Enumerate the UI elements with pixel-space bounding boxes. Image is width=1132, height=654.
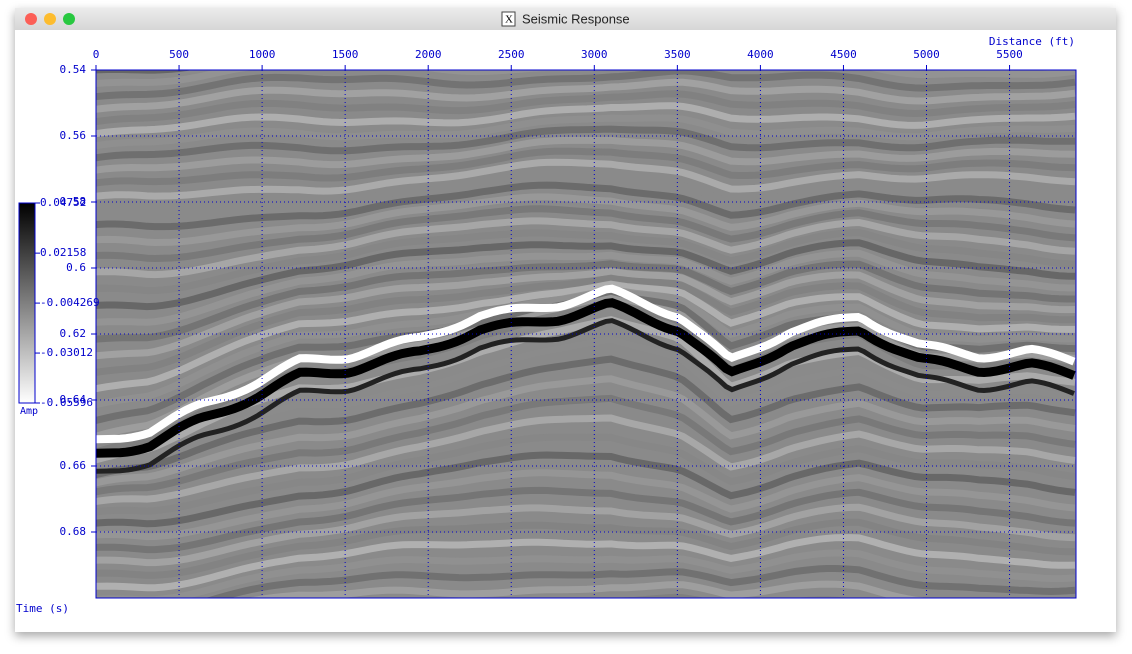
y-tick-label: 0.6 <box>66 261 86 274</box>
plot-frame <box>95 69 1077 599</box>
texture-band <box>96 274 1076 376</box>
texture-band <box>96 90 1076 126</box>
minimize-button[interactable] <box>44 13 56 25</box>
x-tick-label: 1500 <box>332 48 359 61</box>
texture-horizon <box>96 284 1076 444</box>
texture-band <box>91 0 1075 4</box>
texture-band <box>96 193 1076 247</box>
texture-band <box>96 239 1076 311</box>
x-tick-label: 3000 <box>581 48 608 61</box>
texture-band <box>96 469 1076 541</box>
texture-band <box>96 114 1076 150</box>
texture-horizon <box>96 298 1076 458</box>
colorbar-label: Amp <box>20 406 38 417</box>
x-tick-label: 4000 <box>747 48 774 61</box>
texture-band <box>96 486 1076 554</box>
x-tick-label: 500 <box>169 48 189 61</box>
colorbar-tick-label: -0.03012 <box>40 346 93 359</box>
x-axis-label: Distance (ft) <box>989 35 1075 48</box>
texture-band <box>96 260 1075 343</box>
y-axis-label: Time (s) <box>16 602 69 615</box>
texture-band <box>96 518 1075 579</box>
y-tick-label: 0.64 <box>60 393 87 406</box>
texture-band <box>96 147 1076 187</box>
texture-band <box>96 228 1076 295</box>
x-tick-label: 2000 <box>415 48 442 61</box>
texture-band <box>96 451 1076 528</box>
zoom-button[interactable] <box>63 13 75 25</box>
colorbar-tick-label: 0.02158 <box>40 246 86 259</box>
texture-band <box>96 433 1076 516</box>
texture-band <box>96 355 1076 479</box>
texture-band <box>96 534 1076 592</box>
texture-band <box>96 70 1076 88</box>
texture-band <box>96 267 1076 360</box>
x-tick-label: 2500 <box>498 48 525 61</box>
texture-band <box>96 78 1076 113</box>
colorbar-tick-label: 0.04752 <box>40 196 86 209</box>
texture-band <box>96 375 1076 487</box>
x-tick-label: 3500 <box>664 48 691 61</box>
texture-horizon <box>96 318 1075 474</box>
x-tick-label: 0 <box>93 48 100 61</box>
texture-band <box>96 102 1076 138</box>
close-button[interactable] <box>25 13 37 25</box>
texture-band <box>205 565 1076 598</box>
texture-band <box>96 158 1076 200</box>
seismic-image <box>91 0 1076 598</box>
texture-band <box>96 125 1076 162</box>
texture-band <box>96 249 1076 326</box>
x11-icon-glyph: X <box>505 14 513 26</box>
colorbar <box>18 202 36 404</box>
x-tick-label: 1000 <box>249 48 276 61</box>
texture-band <box>96 549 1076 598</box>
y-tick-label: 0.68 <box>60 525 87 538</box>
texture-band <box>96 170 1076 215</box>
x-tick-label: 4500 <box>830 48 857 61</box>
y-tick-label: 0.58 <box>60 195 87 208</box>
texture-band <box>96 205 1076 263</box>
colorbar-tick-label: -0.004269 <box>40 296 100 309</box>
x11-icon <box>501 11 516 27</box>
texture-band <box>96 503 1076 567</box>
texture-band <box>96 70 1076 101</box>
x-tick-label: 5500 <box>996 48 1023 61</box>
y-tick-label: 0.66 <box>60 459 87 472</box>
texture-band <box>96 136 1076 174</box>
texture-band <box>96 217 1076 279</box>
colorbar-tick-label: -0.05596 <box>40 396 93 409</box>
window-title: Seismic Response <box>522 11 630 26</box>
y-tick-label: 0.56 <box>60 129 87 142</box>
texture-band <box>96 280 1075 393</box>
texture-band <box>96 181 1076 231</box>
title-bar <box>15 8 1116 30</box>
y-tick-label: 0.54 <box>60 63 87 76</box>
texture-band <box>96 394 1076 496</box>
texture-band <box>247 580 956 598</box>
texture-band <box>96 414 1076 506</box>
x-tick-label: 5000 <box>913 48 940 61</box>
y-tick-label: 0.62 <box>60 327 87 340</box>
